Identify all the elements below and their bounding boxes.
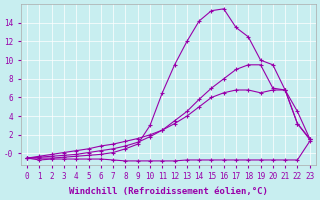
X-axis label: Windchill (Refroidissement éolien,°C): Windchill (Refroidissement éolien,°C) <box>69 187 268 196</box>
